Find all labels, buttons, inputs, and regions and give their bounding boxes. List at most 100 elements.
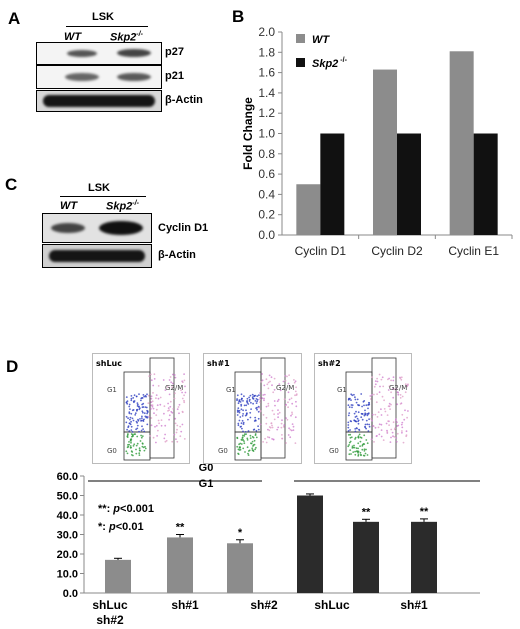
flow-dot	[293, 379, 295, 381]
sig-note-part: *	[98, 521, 103, 533]
flow-dot	[248, 398, 251, 401]
bar-wt	[449, 51, 474, 235]
flow-dot	[390, 428, 393, 431]
flow-dot	[127, 426, 130, 429]
flow-dot	[156, 404, 159, 407]
flow-dot	[347, 414, 350, 417]
flow-dot	[135, 428, 137, 431]
flow-dot	[355, 447, 358, 450]
flow-dot	[380, 435, 383, 438]
flow-dot	[287, 434, 290, 436]
flow-dot	[125, 396, 128, 398]
flow-dot	[141, 406, 144, 409]
flow-dot	[391, 431, 394, 434]
flow-dot	[157, 419, 160, 422]
flow-dot	[367, 412, 370, 415]
flow-dot	[135, 395, 138, 398]
flow-plot-shluc: shLuc G1 G0 G2/M	[92, 353, 190, 464]
flow-dot	[385, 422, 388, 425]
flow-dot	[236, 411, 239, 413]
flow-dot	[238, 419, 241, 422]
flow-dot	[164, 440, 167, 443]
flow-dot	[155, 397, 157, 400]
flow-dot	[150, 379, 153, 382]
flow-dot	[125, 401, 128, 403]
flow-dot	[387, 420, 389, 422]
flow-dot	[144, 445, 146, 448]
flow-dot	[386, 414, 389, 416]
y-tick-label: 0.2	[258, 208, 275, 222]
flow-dot	[253, 439, 256, 442]
flow-dot	[350, 436, 353, 439]
flow-dot	[178, 403, 181, 406]
flow-dot	[171, 440, 174, 443]
flow-dot	[363, 454, 366, 457]
flow-dot	[397, 393, 400, 396]
flow-dot	[141, 403, 143, 406]
flow-dot	[155, 441, 157, 444]
flow-dot	[294, 416, 297, 419]
flow-dot	[267, 402, 270, 405]
flow-dot	[378, 423, 381, 426]
flow-dot	[241, 436, 244, 439]
flow-dot	[364, 452, 367, 455]
flow-dot	[242, 423, 245, 425]
flow-dot	[153, 378, 156, 380]
flow-dot	[131, 417, 134, 420]
flow-dot	[240, 403, 243, 406]
flow-dot	[243, 435, 246, 437]
flow-dot	[374, 380, 377, 382]
x-tick-label: sh#1	[400, 598, 428, 612]
flow-dot	[146, 423, 149, 426]
flow-dot	[256, 408, 258, 411]
panel-d-letter: D	[6, 357, 19, 376]
flow-dot	[273, 388, 276, 391]
flow-dot	[240, 393, 243, 396]
bar-g0	[105, 559, 131, 593]
flow-dot	[126, 428, 128, 431]
flow-dot	[181, 381, 184, 384]
flow-dot	[363, 400, 366, 402]
flow-dot	[356, 417, 359, 420]
flow-dot	[236, 394, 239, 397]
flow-dot	[257, 425, 259, 428]
flow-g2m-label: G2/M	[389, 384, 408, 392]
blot-p21	[36, 65, 162, 89]
flow-dot	[375, 401, 378, 404]
flow-dot	[236, 398, 238, 400]
flow-dot	[150, 424, 153, 427]
flow-dot	[132, 397, 135, 399]
legend-label-sup: -/-	[340, 57, 347, 64]
flow-dot	[255, 429, 258, 432]
flow-dot	[378, 391, 381, 394]
flow-dot	[262, 394, 265, 396]
flow-dot	[253, 443, 256, 446]
flow-dot	[240, 438, 243, 441]
flow-dot	[375, 435, 378, 437]
flow-dot	[169, 400, 172, 403]
blot-band	[99, 221, 143, 235]
flow-dot	[242, 409, 244, 412]
flow-dot	[150, 404, 153, 407]
bar-g1	[297, 495, 323, 593]
flow-dot	[177, 406, 180, 408]
flow-dot	[273, 377, 276, 380]
flow-dot	[368, 403, 371, 406]
flow-dot	[388, 424, 390, 426]
flow-dot	[246, 412, 248, 415]
flow-dot	[392, 396, 395, 399]
flow-dot	[261, 379, 264, 382]
flow-dot	[265, 378, 268, 381]
flow-dot	[367, 407, 369, 410]
flow-dot	[135, 452, 138, 455]
flow-g0-label: G0	[218, 447, 228, 455]
flow-dot	[376, 416, 379, 418]
flow-dot	[278, 383, 281, 385]
sig-note-part: <0.01	[116, 521, 144, 533]
panel-a-group-line	[66, 26, 148, 27]
flow-dot	[246, 439, 249, 441]
flow-dot	[140, 434, 142, 437]
flow-dot	[392, 376, 395, 379]
blot-label-p21: p21	[165, 70, 184, 82]
flow-dot	[179, 425, 182, 428]
